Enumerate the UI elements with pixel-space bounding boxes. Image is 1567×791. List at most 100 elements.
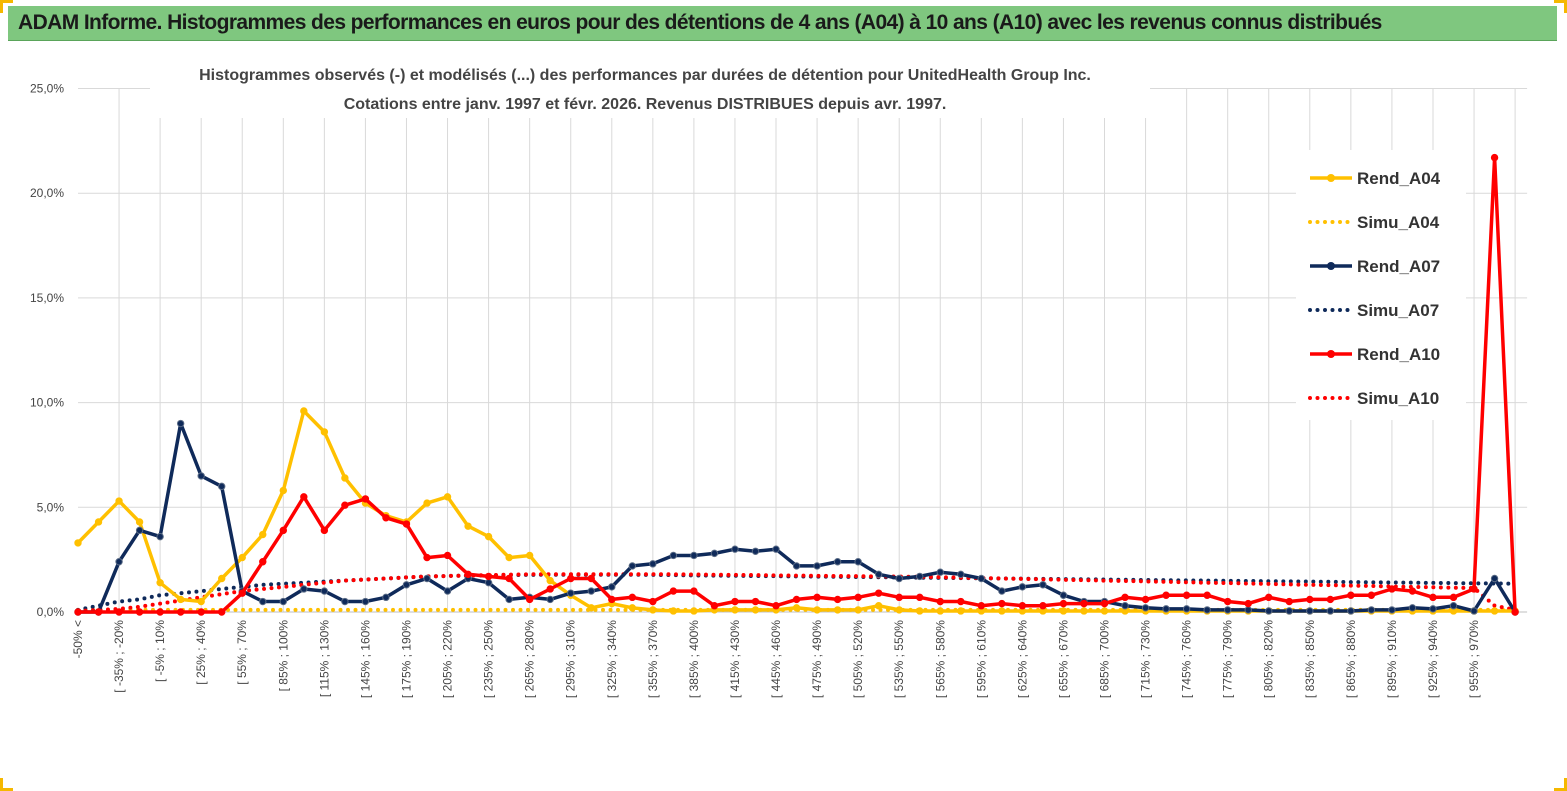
x-tick-label: [ 205% ; 220% (441, 620, 455, 698)
x-tick-label: [ 325% ; 340% (605, 620, 619, 698)
rend-a04-point (115, 497, 123, 505)
rend-a10-point (772, 602, 780, 610)
rend-a04-point (279, 486, 287, 495)
legend-label-rend-a07: Rend_A07 (1357, 257, 1440, 276)
rend-a07-point (772, 545, 780, 553)
chart-title-line-1: Histogrammes observés (-) et modélisés (… (199, 67, 1091, 84)
rend-a04-point (895, 606, 903, 614)
rend-a04-point (443, 493, 452, 501)
rend-a04-point (628, 604, 637, 612)
rend-a07-point (197, 472, 205, 480)
legend-label-simu-a04: Simu_A04 (1357, 213, 1440, 232)
rend-a10-point (1429, 593, 1437, 602)
rend-a04-point (731, 606, 739, 614)
rend-a07-point (936, 568, 944, 576)
rend-a07-point (813, 562, 821, 570)
rend-a04-point (423, 499, 431, 507)
x-tick-label: -50% < (71, 620, 85, 658)
rend-a10-point (279, 526, 287, 535)
frame-corner-bottom-left (0, 778, 13, 791)
rend-a04-point (813, 606, 821, 614)
legend-marker-rend-a10 (1327, 350, 1335, 358)
rend-a07-point (1223, 606, 1232, 614)
rend-a04-point (74, 539, 82, 547)
x-axis-ticks: -50% < [ -35% ; -20% [ -5% ; 10% [ 25% ; 40… (71, 620, 1481, 698)
rend-a10-point (710, 602, 719, 610)
x-tick-label: [ 595% ; 610% (974, 620, 988, 698)
rend-a07-point (1449, 602, 1458, 610)
rend-a10-point (916, 593, 924, 602)
rend-a07-point (259, 597, 267, 606)
y-tick-label: 15,0% (30, 291, 64, 305)
rend-a04-point (197, 597, 205, 606)
rend-a10-point (1347, 591, 1355, 599)
rend-a04-point (238, 553, 246, 562)
rend-a10-point (1265, 593, 1273, 602)
rend-a04-point (484, 532, 493, 541)
legend-label-rend-a10: Rend_A10 (1357, 345, 1440, 364)
rend-a10-point (1203, 591, 1211, 599)
rend-a04-point (505, 553, 513, 562)
x-tick-label: [ 145% ; 160% (358, 620, 372, 698)
legend-label-simu-a10: Simu_A10 (1357, 389, 1439, 408)
x-tick-label: [ -35% ; -20% (112, 620, 126, 693)
legend-background (1296, 150, 1466, 420)
rend-a07-point (1470, 607, 1478, 615)
x-tick-label: [ 715% ; 730% (1139, 620, 1153, 698)
rend-a10-point (1059, 599, 1068, 608)
x-tick-label: [ 805% ; 820% (1262, 620, 1276, 698)
rend-a10-point (135, 608, 144, 616)
x-tick-label: [ 115% ; 130% (317, 620, 331, 697)
x-tick-label: [ 895% ; 910% (1385, 620, 1399, 698)
rend-a04-point (135, 518, 144, 526)
rend-a07-point (977, 574, 986, 583)
rend-a10-point (1490, 153, 1499, 162)
rend-a10-point (464, 570, 472, 579)
rend-a07-point (341, 597, 349, 606)
rend-a07-point (361, 597, 370, 606)
rend-a04-point (176, 595, 185, 604)
rend-a04-point (546, 576, 554, 585)
rend-a04-point (259, 530, 267, 539)
rend-a07-point (300, 585, 308, 593)
rend-a10-point (1039, 602, 1047, 610)
rend-a04-point (587, 604, 595, 612)
rend-a07-point (833, 558, 842, 566)
simu-a10-line (76, 572, 1518, 613)
rend-a07-point (1388, 606, 1396, 614)
rend-a10-point (1511, 608, 1519, 616)
rend-a10-point (854, 593, 862, 602)
rend-a04-point (792, 604, 801, 612)
x-tick-label: [ 685% ; 700% (1098, 620, 1112, 698)
rend-a10-point (608, 595, 616, 604)
rend-a10-point (649, 597, 657, 606)
x-tick-label: [ 385% ; 400% (687, 620, 701, 698)
y-tick-label: 20,0% (30, 186, 64, 200)
y-tick-label: 25,0% (30, 82, 64, 96)
x-tick-label: [ 355% ; 370% (646, 620, 660, 698)
rend-a04-point (1490, 607, 1499, 615)
title-background (150, 58, 1150, 118)
rend-a10-point (1306, 595, 1314, 604)
x-tick-label: [ 445% ; 460% (769, 620, 783, 698)
rend-a10-point (1285, 597, 1293, 606)
rend-a07-point (135, 526, 144, 535)
y-tick-label: 5,0% (37, 500, 65, 514)
x-tick-label: [ 745% ; 760% (1180, 620, 1194, 698)
rend-a04-point (1080, 607, 1088, 615)
grid-lines (78, 88, 1528, 612)
x-tick-label: [ 505% ; 520% (851, 620, 865, 698)
rend-a07-point (587, 587, 595, 595)
rend-a07-point (957, 570, 965, 579)
rend-a07-point (1326, 607, 1335, 615)
rend-a07-point (156, 532, 164, 541)
rend-a10-point (525, 595, 534, 604)
rend-a04-point (833, 606, 842, 614)
rend-a07-point (1306, 607, 1314, 615)
series-lines (74, 153, 1519, 616)
rend-a04-point (320, 428, 329, 436)
rend-a04-point (690, 607, 698, 615)
rend-a04-point (300, 407, 308, 415)
